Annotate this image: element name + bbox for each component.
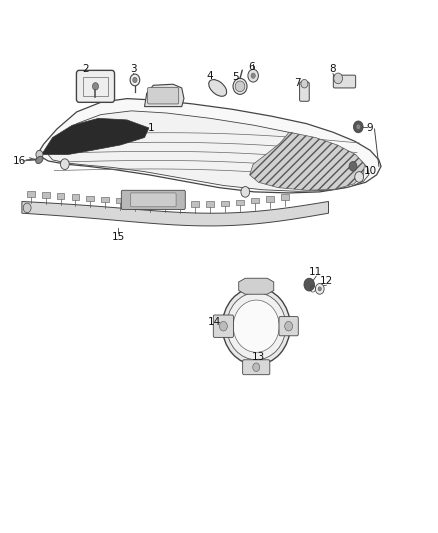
Circle shape (133, 77, 137, 83)
Bar (221, 201, 229, 206)
Bar (131, 199, 139, 204)
Bar (236, 199, 244, 205)
Text: 13: 13 (252, 352, 265, 362)
Ellipse shape (233, 78, 247, 94)
Text: 5: 5 (232, 72, 239, 82)
Circle shape (130, 74, 140, 86)
Circle shape (349, 161, 357, 171)
Text: 11: 11 (309, 267, 322, 277)
Text: 16: 16 (13, 156, 26, 166)
Ellipse shape (36, 156, 43, 164)
Bar (57, 193, 64, 199)
FancyBboxPatch shape (300, 82, 309, 101)
Polygon shape (22, 201, 328, 226)
FancyBboxPatch shape (243, 360, 270, 375)
Circle shape (253, 363, 260, 372)
FancyBboxPatch shape (131, 193, 176, 207)
Text: 10: 10 (364, 166, 377, 175)
Bar (42, 192, 49, 198)
Text: 7: 7 (294, 78, 301, 87)
FancyBboxPatch shape (148, 87, 179, 104)
Circle shape (60, 159, 69, 169)
FancyBboxPatch shape (279, 317, 298, 336)
Text: 15: 15 (112, 232, 125, 242)
Text: 1: 1 (148, 123, 155, 133)
Bar (71, 194, 79, 199)
Circle shape (315, 284, 324, 294)
Bar (176, 201, 184, 207)
Polygon shape (239, 278, 274, 294)
Circle shape (241, 187, 250, 197)
Ellipse shape (222, 288, 290, 365)
Bar (102, 197, 110, 202)
FancyBboxPatch shape (76, 70, 114, 102)
Text: 12: 12 (320, 277, 333, 286)
Circle shape (301, 79, 308, 88)
Circle shape (36, 150, 43, 159)
Bar (251, 198, 259, 204)
Circle shape (304, 278, 314, 291)
Circle shape (355, 172, 364, 182)
Circle shape (219, 321, 227, 331)
Bar (206, 201, 214, 207)
Bar (86, 196, 94, 201)
Circle shape (251, 73, 255, 78)
Polygon shape (42, 118, 149, 155)
Text: 8: 8 (329, 64, 336, 74)
Circle shape (334, 73, 343, 84)
Text: 4: 4 (207, 71, 214, 80)
Circle shape (318, 287, 321, 291)
Text: 2: 2 (82, 64, 89, 74)
Bar (161, 201, 169, 206)
Bar (281, 195, 289, 200)
Ellipse shape (235, 81, 245, 92)
Circle shape (248, 69, 258, 82)
Text: 14: 14 (208, 318, 221, 327)
Polygon shape (145, 84, 184, 107)
Circle shape (356, 124, 360, 130)
Ellipse shape (209, 79, 226, 96)
Polygon shape (48, 111, 369, 191)
Circle shape (92, 83, 99, 90)
FancyBboxPatch shape (121, 190, 185, 209)
Bar (82, 77, 109, 96)
Bar (27, 191, 35, 197)
Text: 6: 6 (248, 62, 255, 71)
Bar (146, 200, 154, 205)
Polygon shape (250, 132, 364, 190)
Text: 9: 9 (367, 123, 374, 133)
Circle shape (353, 121, 363, 133)
Bar (191, 201, 199, 207)
Circle shape (23, 203, 31, 213)
Bar (266, 196, 274, 201)
Polygon shape (37, 99, 381, 193)
Ellipse shape (233, 300, 279, 352)
Text: 3: 3 (130, 64, 137, 74)
Bar (117, 198, 124, 203)
Circle shape (285, 321, 293, 331)
FancyBboxPatch shape (333, 75, 356, 88)
FancyBboxPatch shape (213, 315, 233, 337)
Ellipse shape (226, 293, 286, 360)
